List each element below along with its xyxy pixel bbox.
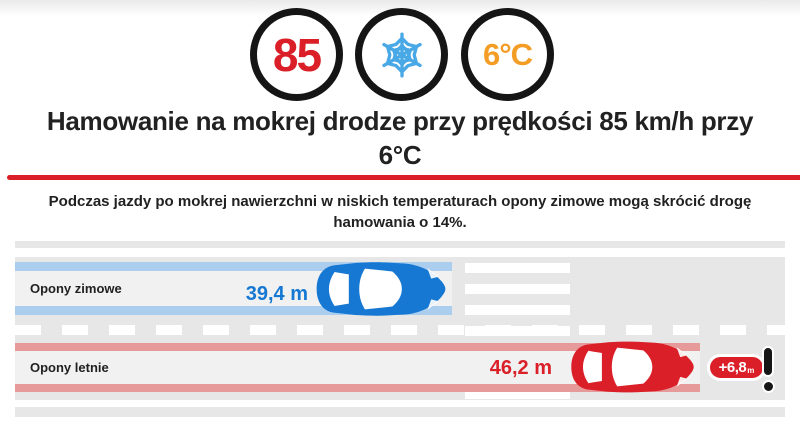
summer-distance-value: 46,2 m bbox=[489, 357, 552, 379]
snowflake-icon bbox=[381, 31, 422, 77]
temperature-badge: 6°C bbox=[461, 8, 554, 101]
road-shoulder-top bbox=[15, 241, 785, 248]
speed-value: 85 bbox=[272, 28, 322, 81]
summer-lane-label: Opony letnie bbox=[30, 360, 109, 375]
red-divider bbox=[7, 175, 800, 180]
title-line-1: Hamowanie na mokrej drodze przy prędkośc… bbox=[46, 106, 754, 136]
winter-car-icon bbox=[310, 258, 452, 320]
exclamation-icon bbox=[762, 346, 778, 394]
winter-conditions-badge bbox=[355, 8, 448, 101]
braking-distance-chart: Opony zimowe 39,4 m Opony letnie bbox=[15, 241, 785, 417]
extra-distance-value: +6,8 bbox=[718, 359, 747, 376]
winter-distance-value: 39,4 m bbox=[245, 283, 308, 305]
summer-car-icon bbox=[565, 335, 700, 399]
extra-distance-unit: m bbox=[747, 366, 755, 375]
extra-distance-badge: +6,8 m bbox=[707, 354, 766, 381]
winter-lane-label: Opony zimowe bbox=[30, 281, 122, 296]
subtitle: Podczas jazdy po mokrej nawierzchni w ni… bbox=[0, 191, 800, 233]
road-surface: Opony zimowe 39,4 m Opony letnie bbox=[15, 257, 785, 400]
lane-divider-dashes bbox=[15, 325, 785, 335]
page-title: Hamowanie na mokrej drodze przy prędkośc… bbox=[0, 104, 800, 172]
title-line-2: 6°C bbox=[378, 140, 422, 170]
speed-limit-badge: 85 bbox=[250, 8, 343, 101]
temperature-value: 6°C bbox=[482, 36, 533, 72]
road-shoulder-bottom bbox=[15, 407, 785, 417]
subtitle-line-1: Podczas jazdy po mokrej nawierzchni w ni… bbox=[48, 193, 752, 210]
subtitle-line-2: hamowania o 14%. bbox=[333, 214, 467, 231]
